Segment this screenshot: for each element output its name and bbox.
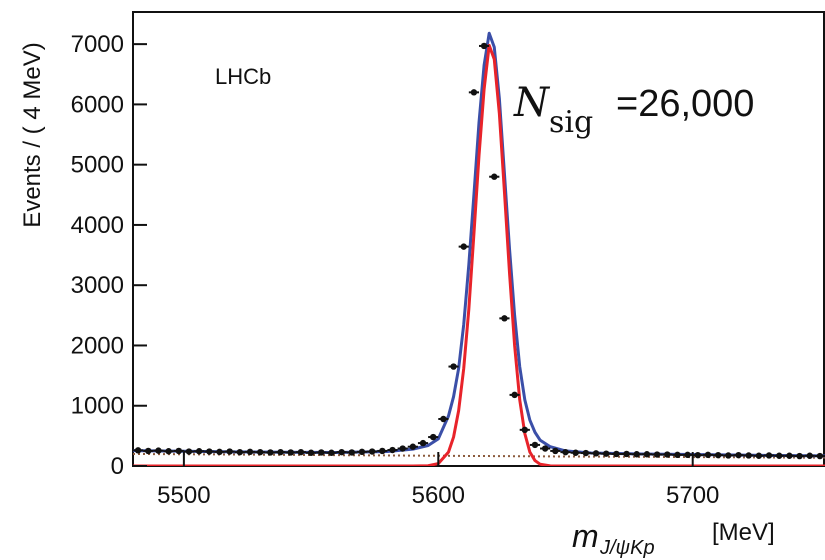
annotation-symbol: N xyxy=(513,80,551,126)
y-tick-label: 2000 xyxy=(71,332,124,359)
plot-area xyxy=(133,31,825,466)
data-point xyxy=(470,89,478,96)
data-point xyxy=(195,448,203,455)
data-point xyxy=(175,447,182,455)
data-point xyxy=(765,452,773,459)
data-point xyxy=(623,450,630,458)
y-tick-label: 4000 xyxy=(71,212,124,239)
data-point xyxy=(552,447,559,455)
data-point xyxy=(379,447,386,455)
data-point xyxy=(572,449,579,456)
data-point xyxy=(735,451,742,459)
background-curve xyxy=(133,452,825,459)
data-point xyxy=(155,447,162,454)
data-point xyxy=(338,448,345,456)
data-point xyxy=(562,448,569,456)
data-point xyxy=(246,448,254,456)
data-point xyxy=(277,448,284,456)
y-tick-label: 7000 xyxy=(71,31,124,58)
data-point xyxy=(633,451,640,458)
data-point xyxy=(531,441,539,449)
annotation-text: =26,000 xyxy=(616,83,754,125)
data-point xyxy=(592,450,600,457)
data-point xyxy=(786,452,793,459)
data-point xyxy=(358,448,366,456)
data-point xyxy=(399,445,406,452)
data-point xyxy=(318,449,325,456)
data-point xyxy=(776,452,783,459)
y-tick-label: 1000 xyxy=(71,393,124,420)
data-point xyxy=(348,449,355,456)
data-point xyxy=(643,451,651,458)
data-point xyxy=(796,452,803,460)
data-point xyxy=(185,448,193,455)
data-point xyxy=(603,450,610,457)
data-point xyxy=(674,451,681,459)
annotation-sub: sig xyxy=(549,105,593,140)
data-point xyxy=(480,42,488,50)
fit-curve xyxy=(133,43,825,466)
data-point xyxy=(613,450,620,458)
data-point xyxy=(419,439,427,447)
data-point xyxy=(307,449,315,456)
x-tick-label: 5500 xyxy=(157,482,210,509)
data-point xyxy=(653,451,661,458)
data-point xyxy=(450,363,457,370)
data-point xyxy=(297,448,305,456)
data-point xyxy=(440,415,447,423)
y-tick-label: 6000 xyxy=(71,91,124,118)
data-point xyxy=(725,452,732,459)
data-point xyxy=(491,173,498,180)
data-point xyxy=(145,447,152,455)
experiment-label: LHCb xyxy=(215,64,271,89)
data-point xyxy=(582,449,590,457)
data-point xyxy=(267,449,274,456)
x-axis-label: m xyxy=(572,518,599,554)
data-point xyxy=(816,452,824,460)
data-point xyxy=(755,452,763,459)
data-point xyxy=(745,452,752,459)
x-tick-label: 5700 xyxy=(666,482,719,509)
annotation-bg xyxy=(508,68,805,146)
data-point xyxy=(134,447,142,454)
data-point xyxy=(328,449,335,456)
data-point xyxy=(541,445,549,452)
y-axis-label: Events / ( 4 MeV) xyxy=(19,42,46,227)
data-point xyxy=(287,449,294,456)
data-point xyxy=(389,446,396,454)
data-point xyxy=(216,448,223,456)
data-point xyxy=(368,448,376,455)
data-point xyxy=(165,448,172,455)
data-point xyxy=(226,448,233,455)
data-point xyxy=(511,391,518,399)
data-point xyxy=(430,433,437,441)
data-point xyxy=(409,443,417,450)
y-tick-label: 3000 xyxy=(71,272,124,299)
data-point xyxy=(206,448,213,455)
x-axis-label-sub: J/ψKp xyxy=(599,537,655,559)
x-tick-label: 5600 xyxy=(412,482,465,509)
data-point xyxy=(694,451,701,459)
x-axis-unit: [MeV] xyxy=(712,519,775,546)
data-point xyxy=(521,426,528,434)
data-point xyxy=(704,451,712,459)
y-tick-label: 5000 xyxy=(71,152,124,179)
data-point xyxy=(460,243,467,250)
data-point xyxy=(236,448,244,456)
data-point xyxy=(684,451,691,459)
data-point xyxy=(806,452,813,459)
data-point xyxy=(501,315,508,322)
data-point xyxy=(664,451,671,458)
data-point xyxy=(714,451,722,459)
y-tick-label: 0 xyxy=(111,453,124,480)
data-point xyxy=(257,448,264,456)
